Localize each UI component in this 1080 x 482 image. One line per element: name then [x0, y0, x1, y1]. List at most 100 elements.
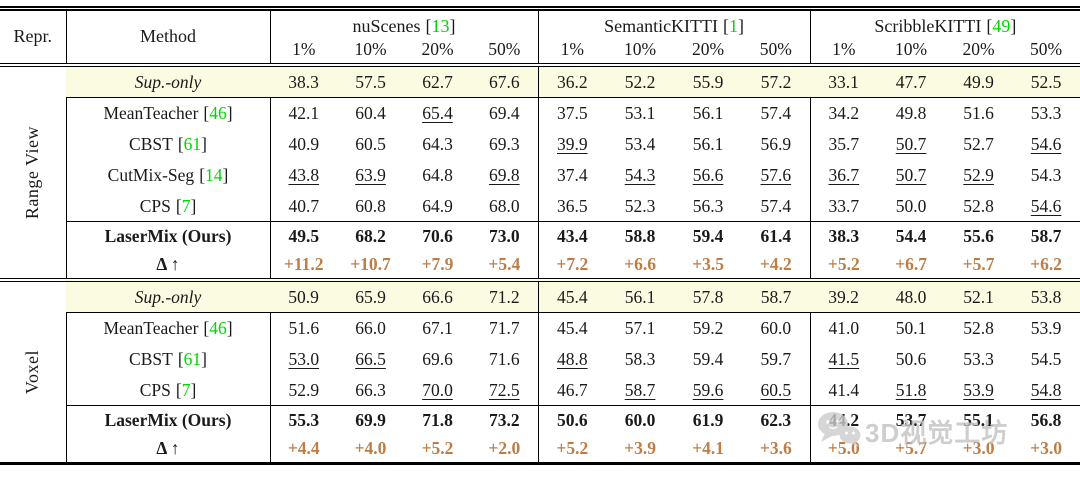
value-cell: 49.8	[895, 103, 927, 124]
value-cell: 41.5	[828, 349, 860, 370]
value-cell: 49.5	[288, 226, 320, 247]
value-cell: 57.8	[674, 279, 743, 314]
value-cell: 58.7	[742, 279, 811, 314]
value-cell: 53.3	[1030, 103, 1062, 124]
delta-label: Δ ↑	[65, 250, 271, 282]
method-label: Sup.-only	[66, 279, 270, 314]
value-cell: 64.3	[422, 134, 453, 155]
value-cell: 70.0	[404, 374, 471, 407]
method-name: MeanTeacher	[103, 103, 199, 124]
value-cell: 66.3	[337, 374, 404, 407]
value-cell: 53.9	[945, 374, 1013, 407]
value-cell: 36.7	[828, 165, 860, 186]
value-cell: 69.3	[471, 128, 539, 160]
value-cell: 60.0	[742, 312, 811, 344]
bracket-close: ]	[190, 195, 197, 216]
value-cell: 56.3	[674, 190, 743, 223]
dataset-name: SemanticKITTI	[604, 16, 719, 37]
sup-only-row: Range View Sup.-only 38.3 57.5 62.7 67.6…	[0, 64, 1080, 282]
value-cell: 69.9	[355, 410, 386, 431]
bracket-close: ]	[201, 349, 207, 370]
citation: [61]	[178, 349, 207, 369]
split-label: 10%	[337, 38, 404, 67]
value-cell: 54.3	[624, 165, 656, 186]
value-cell: 57.4	[742, 190, 811, 223]
value-cell: 59.4	[692, 226, 724, 247]
value-cell: 50.7	[895, 134, 927, 155]
bracket-open: [	[177, 134, 184, 155]
method-label: CBST [61]	[65, 343, 271, 375]
delta-label: Δ ↑	[65, 434, 271, 464]
repr-label-range-view: Range View	[0, 64, 66, 282]
value-cell: 50.6	[895, 349, 927, 370]
ours-row: LaserMix (Ours) 55.3 69.9 71.8 73.2 50.6…	[0, 405, 1080, 435]
value-cell: 56.1	[692, 103, 724, 124]
bracket-open: [	[203, 318, 210, 339]
value-cell: 38.3	[828, 226, 860, 247]
value-cell: 53.1	[624, 103, 656, 124]
value-cell: 60.8	[337, 190, 404, 223]
method-row: MeanTeacher [46] 42.1 60.4 65.4 69.4 37.5…	[0, 97, 1080, 129]
method-name: CBST	[129, 349, 173, 370]
value-cell: 50.1	[895, 318, 927, 339]
citation: [1]	[723, 16, 744, 36]
value-cell: 57.6	[742, 159, 811, 191]
header-group-nuscenes: nuScenes [13]	[270, 8, 539, 39]
method-row: CBST [61] 53.0 66.5 69.6 71.6 48.8 58.3 5…	[0, 343, 1080, 375]
value-cell: 65.9	[337, 279, 404, 314]
header-method: Method	[66, 8, 271, 67]
value-cell: 58.7	[606, 374, 675, 407]
value-cell: 67.1	[422, 318, 453, 339]
value-cell: 60.5	[355, 134, 386, 155]
method-label: CBST [61]	[65, 128, 271, 160]
method-name: CutMix-Seg	[107, 165, 195, 186]
value-cell: 56.6	[692, 165, 724, 186]
value-cell: 59.2	[692, 318, 724, 339]
value-cell: 43.4	[556, 226, 588, 247]
value-cell: 33.1	[810, 64, 878, 99]
value-cell: 61.4	[742, 221, 811, 251]
method-label: Sup.-only	[66, 64, 270, 99]
value-cell: 50.0	[877, 190, 946, 223]
delta-cell: +7.9	[404, 250, 471, 282]
citation: [13]	[426, 16, 456, 36]
value-cell: 54.6	[1030, 134, 1062, 155]
results-table: Repr. Method nuScenes [13] SemanticKITTI[…	[0, 6, 1080, 466]
bracket-close: ]	[226, 103, 233, 124]
value-cell: 60.0	[624, 410, 656, 431]
method-label: LaserMix (Ours)	[65, 405, 271, 435]
split-label: 50%	[471, 38, 539, 67]
value-cell: 50.9	[270, 279, 337, 314]
split-label: 50%	[1012, 38, 1080, 67]
value-cell: 54.8	[1012, 374, 1080, 407]
citation: [14]	[199, 165, 228, 185]
value-cell: 71.7	[471, 312, 539, 344]
bracket-close: ]	[201, 134, 207, 155]
cite-number: 46	[209, 103, 227, 124]
value-cell: 63.9	[355, 165, 386, 186]
method-label: CutMix-Seg [14]	[65, 159, 271, 191]
value-cell: 58.7	[1030, 226, 1062, 247]
value-cell: 59.6	[674, 374, 743, 407]
delta-cell: +5.7	[895, 438, 927, 459]
value-cell: 69.6	[422, 349, 453, 370]
value-cell: 70.6	[422, 226, 453, 247]
value-cell: 66.5	[355, 349, 386, 370]
method-label: CPS [7]	[65, 190, 271, 223]
value-cell: 50.7	[895, 165, 927, 186]
value-cell: 52.3	[606, 190, 675, 223]
delta-cell: +5.2	[810, 250, 878, 282]
delta-cell: +3.5	[674, 250, 743, 282]
cite-number: 49	[992, 16, 1011, 37]
value-cell: 56.1	[692, 134, 724, 155]
method-label: MeanTeacher [46]	[65, 97, 271, 129]
value-cell: 64.9	[404, 190, 471, 223]
value-cell: 57.2	[742, 64, 811, 99]
method-row: MeanTeacher [46] 51.6 66.0 67.1 71.7 45.4…	[0, 312, 1080, 344]
delta-cell: +10.7	[337, 250, 404, 282]
bracket-open: [	[175, 379, 182, 400]
value-cell: 34.2	[828, 103, 860, 124]
cite-number: 61	[183, 134, 202, 155]
value-cell: 48.8	[556, 349, 588, 370]
split-label: 50%	[742, 38, 811, 67]
